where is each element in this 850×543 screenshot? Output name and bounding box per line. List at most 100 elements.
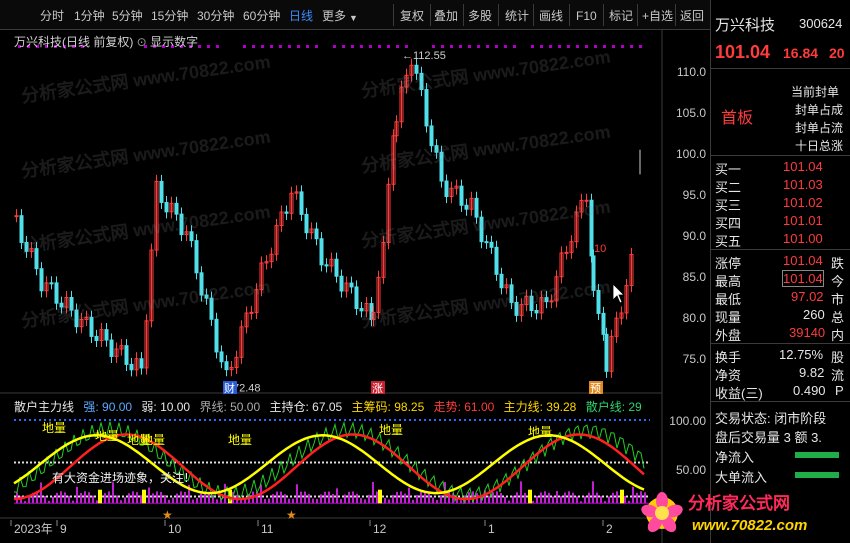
candle-body bbox=[174, 202, 179, 215]
candle-body bbox=[44, 282, 49, 292]
period-more-button[interactable]: 更多 bbox=[322, 9, 347, 23]
candle-body bbox=[104, 329, 109, 341]
volume-bar bbox=[504, 496, 506, 504]
quote-panel: 万兴科技 300624 101.04 16.84 20 首板 当前封单 封单占成… bbox=[710, 0, 850, 543]
draw-line-button[interactable]: 画线 bbox=[539, 9, 564, 23]
candle-body bbox=[504, 284, 509, 289]
mark-button[interactable]: 标记 bbox=[609, 9, 634, 23]
add-watchlist-button[interactable]: +自选 bbox=[642, 9, 674, 23]
ground-volume-label: 地量 bbox=[379, 423, 403, 437]
candle-body bbox=[409, 64, 414, 76]
candle-body bbox=[601, 312, 606, 335]
event-tag-label: 预 bbox=[590, 382, 601, 395]
candle-body bbox=[459, 185, 464, 206]
candle-body bbox=[294, 191, 299, 194]
volume-bar bbox=[172, 497, 174, 504]
ground-volume-label: 地量 bbox=[528, 425, 552, 439]
period-1min-button[interactable]: 1分钟 bbox=[74, 9, 105, 23]
turnover-suffix: 股 bbox=[831, 350, 845, 365]
volume-bar bbox=[612, 492, 614, 504]
candle-body bbox=[184, 231, 189, 236]
bid-price: 101.01 bbox=[783, 213, 823, 228]
volume-bar bbox=[92, 495, 94, 504]
volume-bar bbox=[312, 498, 314, 504]
signal-dot bbox=[450, 45, 453, 48]
volume-bar bbox=[200, 493, 202, 504]
show-numbers-toggle[interactable]: 显示数字 bbox=[150, 35, 199, 49]
overlay-button[interactable]: 叠加 bbox=[434, 9, 459, 23]
candle-body bbox=[404, 74, 409, 88]
signal-dot bbox=[567, 45, 570, 48]
volume-bar bbox=[536, 495, 538, 504]
volume-bar bbox=[180, 491, 182, 504]
candle-body bbox=[189, 231, 194, 242]
volume-bar bbox=[516, 492, 518, 504]
period-daily-button[interactable]: 日线 bbox=[289, 9, 314, 23]
volume-bar bbox=[188, 484, 190, 504]
volume-bar bbox=[96, 500, 98, 504]
volume-bar bbox=[532, 500, 534, 504]
volume-bar bbox=[640, 491, 642, 504]
period-5min-button[interactable]: 5分钟 bbox=[112, 9, 143, 23]
volume-bar bbox=[124, 497, 126, 504]
signal-dot bbox=[459, 45, 462, 48]
bid-label: 买三 bbox=[715, 198, 742, 213]
indicator-name[interactable]: 散户主力线 bbox=[14, 400, 75, 414]
volume-bar bbox=[332, 493, 334, 504]
candle-body bbox=[204, 294, 209, 299]
period-30min-button[interactable]: 30分钟 bbox=[197, 9, 235, 23]
price-axis: 110.0 105.0 100.0 95.0 90.0 85.0 80.0 75… bbox=[662, 30, 710, 543]
price-label: 80.0 bbox=[682, 311, 706, 325]
candle-body bbox=[109, 339, 114, 357]
multi-stock-button[interactable]: 多股 bbox=[468, 9, 493, 23]
candle-body bbox=[64, 296, 69, 308]
candle-body bbox=[304, 213, 309, 234]
time-axis-label: 12 bbox=[373, 522, 387, 536]
volume-bar bbox=[632, 486, 634, 504]
time-axis-label: 2 bbox=[606, 522, 613, 536]
bid-label: 买四 bbox=[715, 216, 742, 231]
restore-rights-button[interactable]: 复权 bbox=[400, 9, 425, 23]
candle-body bbox=[499, 273, 504, 289]
f10-button[interactable]: F10 bbox=[576, 9, 597, 23]
volume-bar bbox=[496, 491, 498, 504]
candle-body bbox=[569, 241, 574, 253]
volume-bar bbox=[272, 494, 274, 504]
candle-body bbox=[629, 253, 634, 287]
candle-body bbox=[124, 345, 129, 365]
dropdown-icon[interactable]: ⊙ bbox=[136, 35, 151, 49]
volume-bar bbox=[276, 491, 278, 504]
candle-body bbox=[454, 185, 459, 189]
volume-bar bbox=[400, 491, 402, 504]
volume-bar bbox=[36, 491, 38, 504]
period-60min-button[interactable]: 60分钟 bbox=[243, 9, 281, 23]
candle-body bbox=[209, 297, 214, 320]
event-tag bbox=[223, 381, 237, 394]
time-axis-label: 2023年 bbox=[14, 522, 53, 536]
candle-body bbox=[134, 358, 139, 371]
candle-body bbox=[129, 363, 134, 371]
volume-bar bbox=[28, 496, 30, 504]
candle-body bbox=[334, 258, 339, 277]
back-button[interactable]: 返回 bbox=[680, 9, 705, 23]
signal-dot bbox=[585, 45, 588, 48]
signal-dot bbox=[306, 45, 309, 48]
period-intraday-button[interactable]: 分时 bbox=[40, 9, 65, 23]
mouse-cursor-icon bbox=[612, 283, 625, 304]
volume-bar bbox=[256, 491, 258, 504]
volume-bar bbox=[428, 493, 430, 504]
kline-chart-area[interactable]: ←112.55 ←72.48 10 财涨预地量 地量 地量 地量 地量 地量 地量 有大资金进场迹象… bbox=[0, 30, 710, 543]
volume-bar bbox=[288, 498, 290, 504]
candle-body bbox=[429, 125, 434, 147]
statistics-button[interactable]: 统计 bbox=[505, 9, 530, 23]
chevron-down-icon[interactable]: ▼ bbox=[349, 13, 358, 23]
candle-body bbox=[329, 258, 334, 267]
volume-bar bbox=[132, 491, 134, 504]
signal-bar bbox=[228, 489, 232, 504]
chart-canvas[interactable]: ←112.55←72.4810财涨预地量地量 地量 地量地量 地量地量有大资金进场迹象… bbox=[0, 30, 710, 543]
stat-label: 最低 bbox=[715, 292, 742, 307]
event-tag-label: 涨 bbox=[372, 382, 383, 395]
board-info: 封单占成 bbox=[795, 103, 844, 117]
period-15min-button[interactable]: 15分钟 bbox=[151, 9, 189, 23]
volume-bar bbox=[456, 497, 458, 504]
